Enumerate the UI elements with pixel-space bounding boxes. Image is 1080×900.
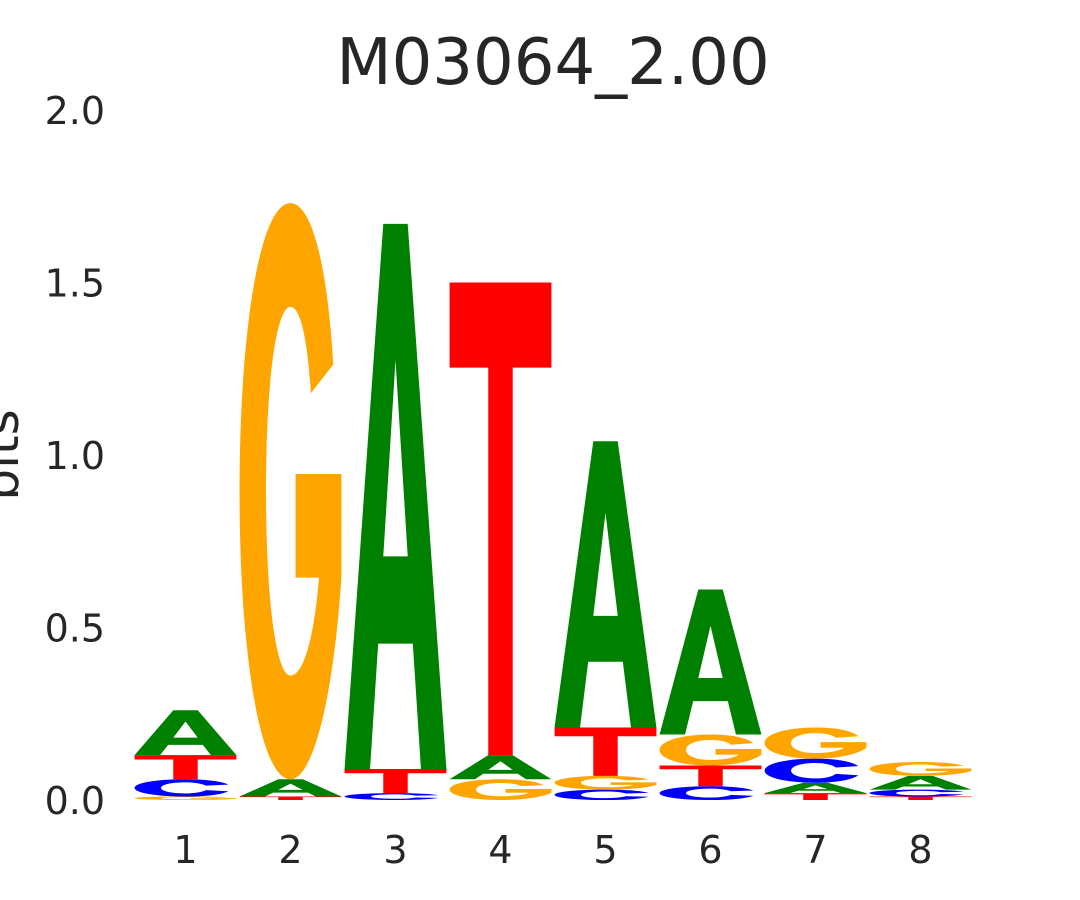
logo-letter-t	[344, 768, 447, 794]
x-tick-label: 6	[698, 828, 722, 872]
letter-glyph	[449, 755, 552, 780]
letter-glyph	[239, 779, 342, 797]
logo-letter-c	[554, 789, 649, 800]
letter-glyph	[449, 779, 552, 800]
logo-letter-c	[134, 779, 229, 797]
logo-letter-t	[134, 755, 237, 780]
x-tick-label: 4	[488, 828, 512, 872]
letter-glyph	[344, 793, 439, 800]
logo-letter-t	[659, 765, 762, 787]
y-axis-title: bits	[0, 409, 30, 500]
logo-letter-g	[239, 203, 342, 780]
logo-letter-a	[764, 782, 867, 794]
letter-glyph	[659, 589, 762, 735]
letter-glyph	[869, 775, 972, 790]
letter-glyph	[764, 727, 867, 759]
logo-letter-t	[764, 793, 867, 800]
logo-letter-c	[344, 793, 439, 800]
y-tick-label: 2.0	[45, 89, 105, 133]
letter-glyph	[659, 786, 754, 800]
letter-glyph	[869, 762, 972, 776]
logo-letter-g	[134, 796, 237, 800]
letter-glyph	[239, 203, 342, 780]
letter-glyph	[554, 775, 657, 790]
y-axis: 0.0 0.5 1.0 1.5 2.0	[45, 89, 105, 823]
x-tick-label: 1	[173, 828, 197, 872]
logo-letter-g	[764, 727, 867, 759]
letter-glyph	[764, 758, 859, 783]
logo-letter-a	[449, 755, 552, 780]
letter-glyph	[764, 782, 867, 794]
logo-letter-c	[764, 758, 859, 783]
letter-glyph	[869, 789, 964, 797]
x-tick-label: 7	[803, 828, 827, 872]
logo-letter-a	[659, 589, 762, 735]
y-tick-label: 1.0	[45, 434, 105, 478]
letter-glyph	[554, 789, 649, 800]
letter-glyph	[134, 710, 237, 756]
logo-letter-t	[869, 796, 972, 800]
chart-title: M03064_2.00	[336, 26, 769, 100]
letter-glyph	[134, 755, 237, 780]
logo-letter-a	[344, 223, 447, 769]
x-tick-label: 8	[908, 828, 932, 872]
letter-glyph	[344, 223, 447, 769]
letter-stacks	[134, 203, 972, 800]
logo-letter-a	[134, 710, 237, 756]
y-tick-label: 0.0	[45, 779, 105, 823]
logo-letter-g	[659, 734, 762, 766]
letter-glyph	[554, 441, 657, 728]
letter-glyph	[134, 779, 229, 797]
letter-glyph	[869, 796, 972, 800]
letter-glyph	[134, 796, 237, 800]
letter-glyph	[239, 796, 342, 800]
letter-glyph	[659, 765, 762, 787]
x-tick-label: 3	[383, 828, 407, 872]
logo-letter-a	[239, 779, 342, 797]
logo-letter-g	[869, 762, 972, 776]
logo-letter-t	[554, 727, 657, 776]
logo-letter-c	[659, 786, 754, 800]
x-axis: 1 2 3 4 5 6 7 8	[173, 828, 932, 872]
logo-letter-a	[554, 441, 657, 728]
x-tick-label: 2	[278, 828, 302, 872]
logo-letter-a	[869, 775, 972, 790]
letter-glyph	[659, 734, 762, 766]
logo-letter-t	[239, 796, 342, 800]
x-tick-label: 5	[593, 828, 617, 872]
letter-glyph	[554, 727, 657, 776]
letter-glyph	[764, 793, 867, 800]
logo-letter-g	[449, 779, 552, 800]
letter-glyph	[344, 768, 447, 794]
logo-letter-c	[869, 789, 964, 797]
logo-letter-t	[449, 282, 552, 756]
y-tick-label: 0.5	[45, 607, 105, 651]
y-tick-label: 1.5	[45, 262, 105, 306]
logo-letter-g	[554, 775, 657, 790]
letter-glyph	[449, 282, 552, 756]
